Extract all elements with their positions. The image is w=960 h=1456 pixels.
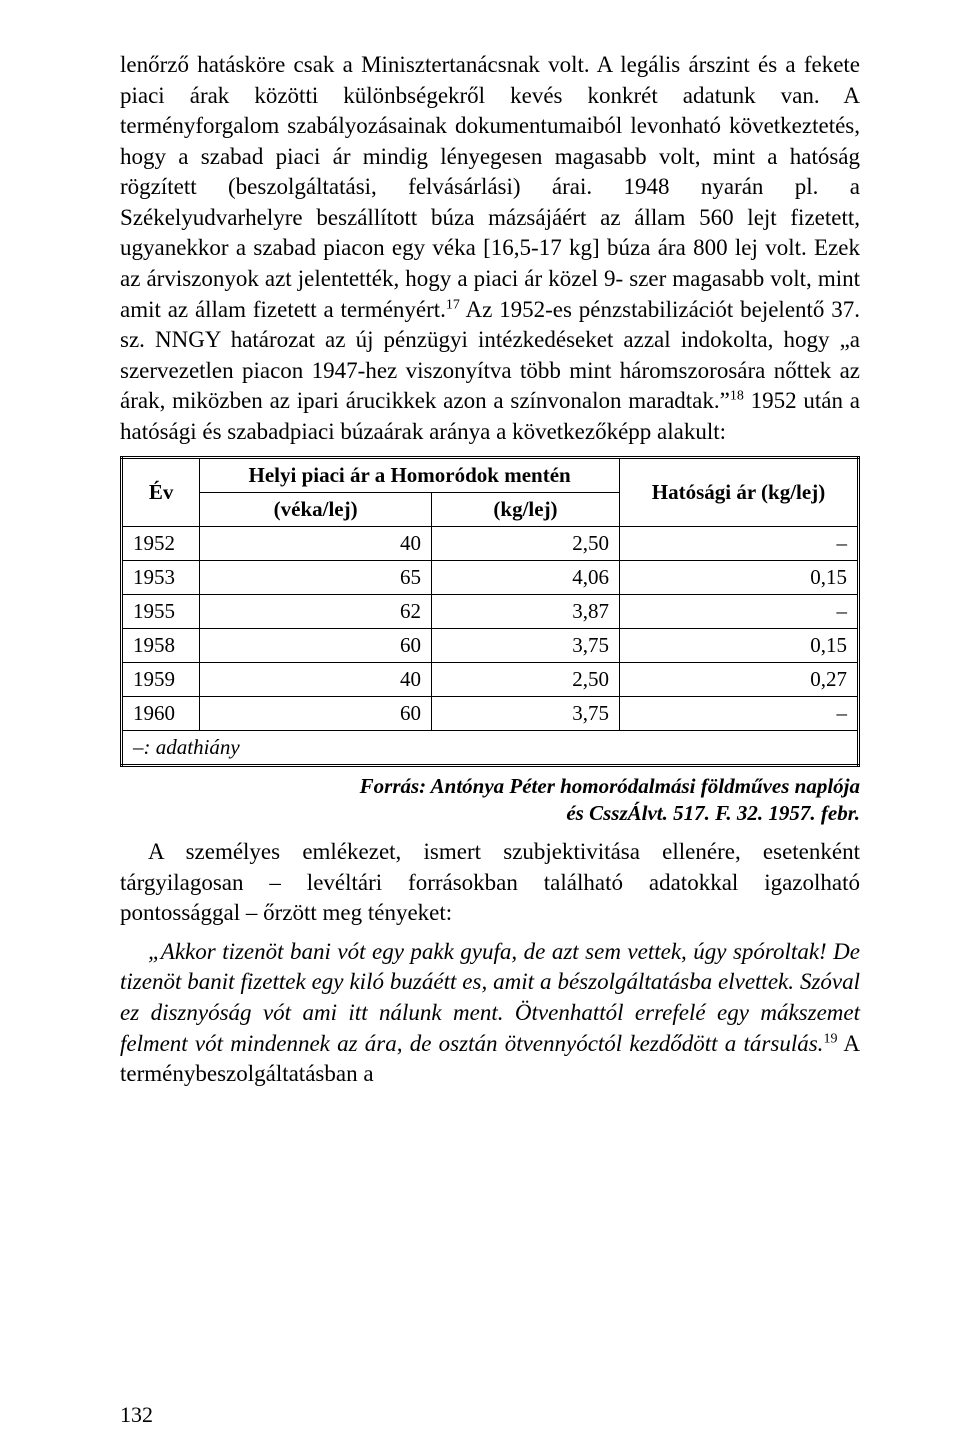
cell-veka: 60 — [200, 628, 432, 662]
cell-official: – — [619, 696, 858, 730]
footnote-ref-18: 18 — [730, 389, 744, 404]
text-run: lenőrző hatásköre csak a Minisztertanács… — [120, 52, 860, 322]
cell-veka: 60 — [200, 696, 432, 730]
cell-year: 1953 — [122, 560, 200, 594]
paragraph-3: „Akkor tizenöt bani vót egy pakk gyufa, … — [120, 937, 860, 1090]
table-row: 1958603,750,15 — [122, 628, 859, 662]
col-official-header: Hatósági ár (kg/lej) — [619, 457, 858, 526]
price-table-body: 1952402,50–1953654,060,151955623,87–1958… — [122, 526, 859, 765]
cell-veka: 40 — [200, 662, 432, 696]
cell-official: – — [619, 594, 858, 628]
cell-kg: 4,06 — [432, 560, 620, 594]
cell-year: 1955 — [122, 594, 200, 628]
cell-veka: 62 — [200, 594, 432, 628]
cell-kg: 3,75 — [432, 696, 620, 730]
cell-kg: 3,75 — [432, 628, 620, 662]
table-row: 1953654,060,15 — [122, 560, 859, 594]
col-veka-header: (véka/lej) — [200, 492, 432, 526]
col-kg-header: (kg/lej) — [432, 492, 620, 526]
cell-year: 1960 — [122, 696, 200, 730]
table-source: Forrás: Antónya Péter homoródalmási föld… — [120, 773, 860, 828]
source-line-2: és CsszÁlvt. 517. F. 32. 1957. febr. — [566, 801, 860, 825]
table-note-row: –: adathiány — [122, 730, 859, 765]
price-table: Év Helyi piaci ár a Homoródok mentén Hat… — [120, 456, 860, 767]
cell-veka: 65 — [200, 560, 432, 594]
cell-official: 0,15 — [619, 560, 858, 594]
footnote-ref-19: 19 — [823, 1031, 837, 1046]
col-local-group-header: Helyi piaci ár a Homoródok mentén — [200, 457, 620, 492]
cell-kg: 3,87 — [432, 594, 620, 628]
page-number: 132 — [120, 1402, 153, 1428]
table-row: 1955623,87– — [122, 594, 859, 628]
cell-kg: 2,50 — [432, 662, 620, 696]
col-year-header: Év — [122, 457, 200, 526]
cell-official: 0,27 — [619, 662, 858, 696]
table-row: 1960603,75– — [122, 696, 859, 730]
cell-kg: 2,50 — [432, 526, 620, 560]
source-line-1: Forrás: Antónya Péter homoródalmási föld… — [360, 774, 860, 798]
cell-year: 1958 — [122, 628, 200, 662]
cell-official: 0,15 — [619, 628, 858, 662]
cell-year: 1959 — [122, 662, 200, 696]
quote-text: „Akkor tizenöt bani vót egy pakk gyufa, … — [120, 939, 860, 1056]
paragraph-1: lenőrző hatásköre csak a Minisztertanács… — [120, 50, 860, 448]
footnote-ref-17: 17 — [446, 297, 460, 312]
paragraph-2: A személyes emlékezet, ismert szubjektiv… — [120, 837, 860, 929]
document-page: lenőrző hatásköre csak a Minisztertanács… — [0, 0, 960, 1456]
cell-official: – — [619, 526, 858, 560]
table-row: 1952402,50– — [122, 526, 859, 560]
cell-year: 1952 — [122, 526, 200, 560]
cell-veka: 40 — [200, 526, 432, 560]
table-row: 1959402,500,27 — [122, 662, 859, 696]
table-note: –: adathiány — [122, 730, 859, 765]
